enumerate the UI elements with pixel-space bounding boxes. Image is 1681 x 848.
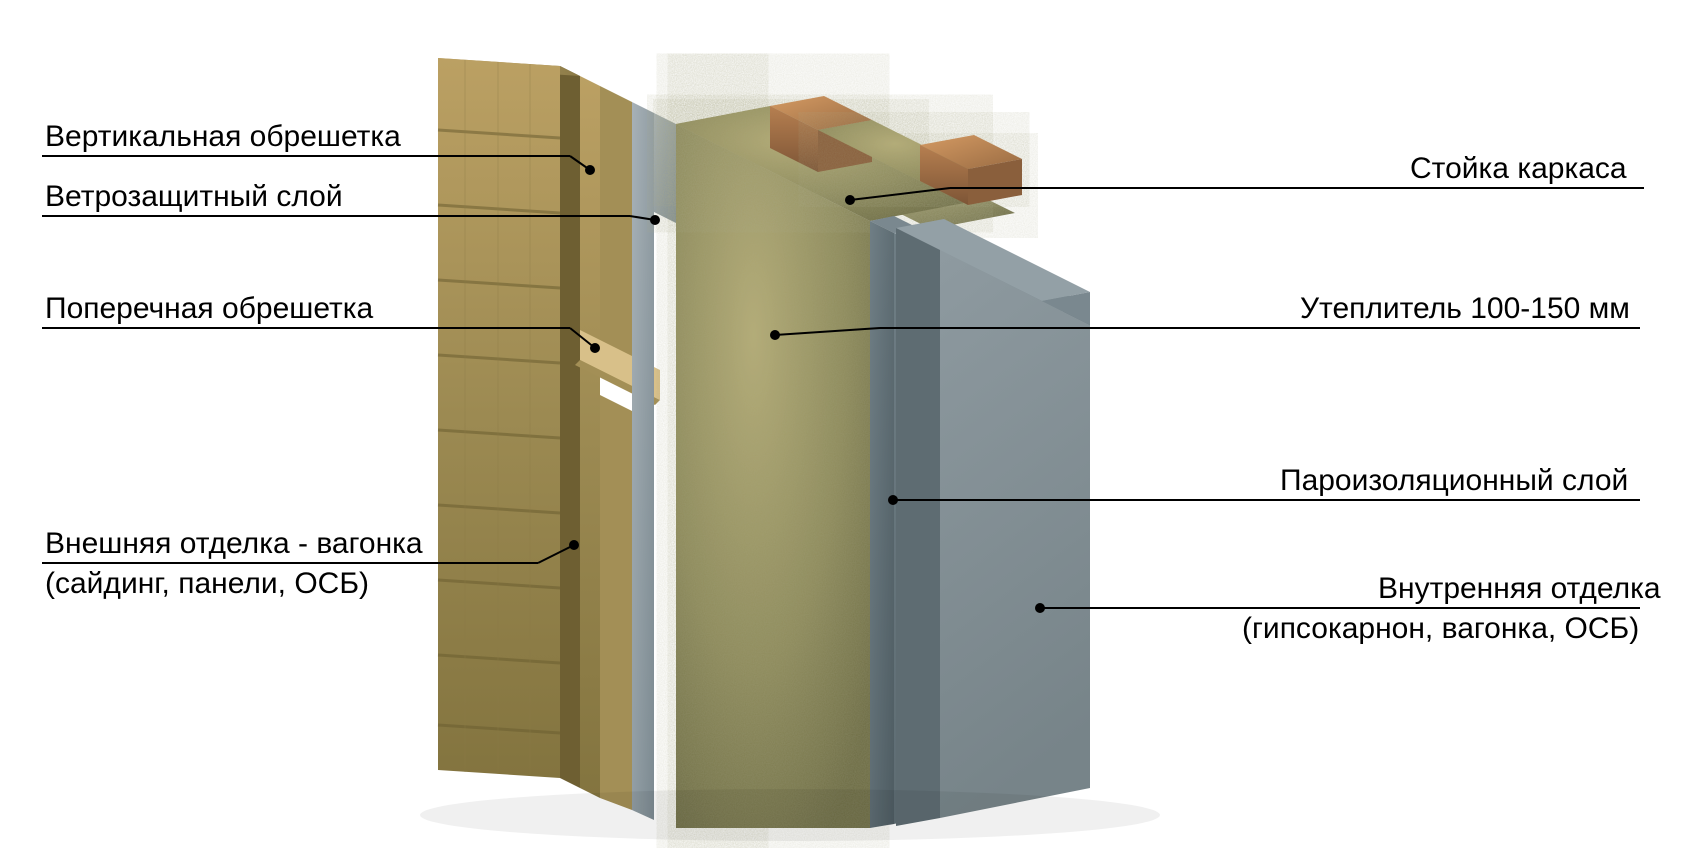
wall-section-diagram: Вертикальная обрешетка Ветрозащитный сло… xyxy=(0,0,1681,848)
label-vertical-lath: Вертикальная обрешетка xyxy=(45,118,401,156)
label-interior-line2: (гипсокарнон, вагонка, ОСБ) xyxy=(1242,610,1639,648)
exterior-cladding xyxy=(438,58,580,788)
vertical-batten xyxy=(580,76,632,810)
label-interior-line1: Внутренняя отделка xyxy=(1378,570,1661,608)
label-insulation: Утеплитель 100-150 мм xyxy=(1300,290,1630,328)
interior-panel-clean xyxy=(896,219,1090,826)
label-exterior-line2: (сайдинг, панели, ОСБ) xyxy=(45,565,369,603)
label-cross-lath: Поперечная обрешетка xyxy=(45,290,373,328)
label-wind-barrier: Ветрозащитный слой xyxy=(45,178,343,216)
label-vapor: Пароизоляционный слой xyxy=(1280,462,1628,500)
label-stud: Стойка каркаса xyxy=(1410,150,1627,188)
label-exterior-line1: Внешняя отделка - вагонка xyxy=(45,525,423,563)
